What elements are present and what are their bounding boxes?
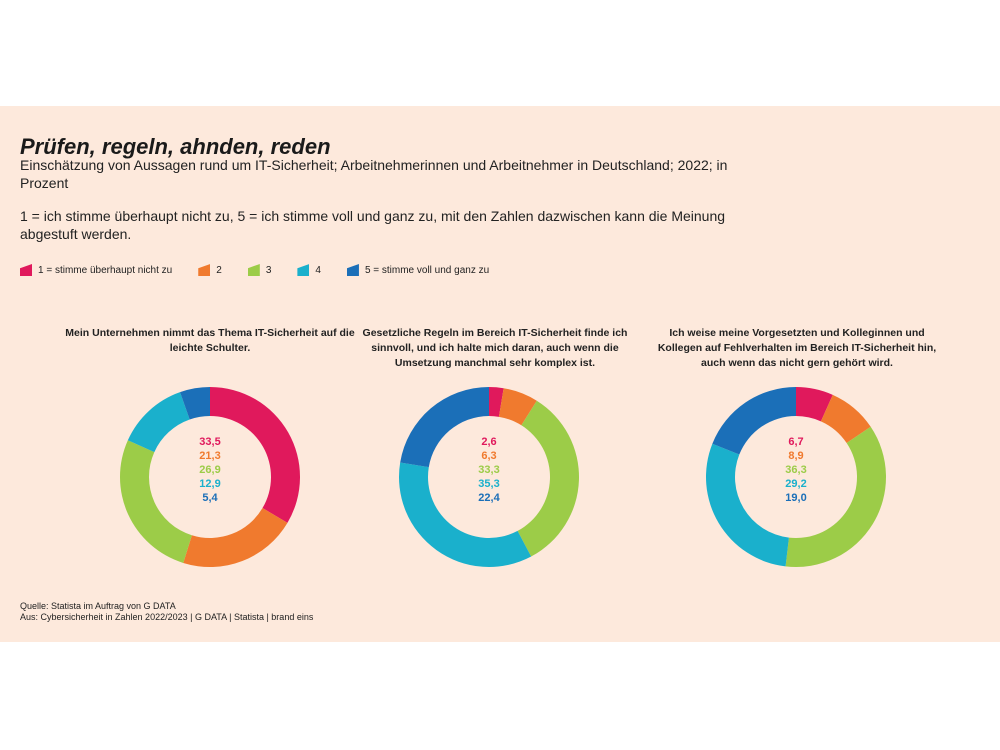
chart-3-value-1: 6,7: [788, 436, 804, 448]
donut-chart-1: [119, 387, 300, 567]
legend-label-3: 3: [265, 264, 272, 276]
chart-1-segment-4: [127, 392, 190, 453]
chart-1-value-4: 12,9: [199, 478, 221, 490]
chart-2-segment-3: [517, 400, 579, 557]
legend-label-5: 5 = stimme voll und ganz zu: [364, 264, 490, 276]
legend-item-4: 4: [297, 264, 321, 276]
chart-2-segment-4: [399, 462, 532, 567]
chart-3-value-2: 8,9: [788, 450, 804, 462]
chart-2-value-2: 6,3: [481, 450, 497, 462]
chart-2-value-4: 35,3: [478, 478, 500, 490]
chart-3-segment-4: [706, 443, 789, 567]
chart-2-segment-5: [400, 387, 489, 468]
chart-3-value-4: 29,2: [785, 478, 807, 490]
chart-1-segment-2: [183, 508, 288, 567]
chart-3-segment-3: [785, 426, 886, 567]
chart-2-value-5: 22,4: [478, 492, 500, 504]
chart-3-segment-2: [820, 394, 871, 443]
legend-item-5: 5 = stimme voll und ganz zu: [346, 264, 490, 276]
chart-2-value-3: 33,3: [478, 464, 500, 476]
legend-item-2: 2: [198, 264, 222, 276]
chart-1-segment-3: [119, 440, 192, 563]
legend-label-4: 4: [315, 264, 321, 276]
chart-3-values: 6,7 8,9 36,3 29,2 19,0: [736, 435, 856, 505]
chart-title: Prüfen, regeln, ahnden, reden: [20, 134, 331, 159]
chart-1-segment-1: [210, 387, 300, 523]
chart-3-value-5: 19,0: [785, 492, 807, 504]
chart-1-value-1: 33,5: [199, 436, 221, 448]
legend-item-3: 3: [247, 264, 272, 276]
chart-3-value-3: 36,3: [785, 464, 807, 476]
chart-2-values: 2,6 6,3 33,3 35,3 22,4: [429, 435, 549, 505]
chart-1-question-block: Mein Unternehmen nimmt das Thema IT-Sich…: [65, 326, 355, 374]
chart-3-segment-5: [712, 387, 796, 455]
chart-2-question: Gesetzliche Regeln im Bereich IT-Sicherh…: [362, 327, 628, 369]
chart-2-value-1: 2,6: [481, 436, 497, 448]
legend-swatch-1: [20, 264, 32, 276]
legend-swatch-3: [247, 264, 260, 276]
chart-1-value-2: 21,3: [199, 450, 221, 462]
legend-swatch-2: [198, 264, 211, 276]
chart-1-value-5: 5,4: [202, 492, 218, 504]
donut-chart-3: [706, 387, 886, 567]
legend-swatch-5: [346, 264, 359, 276]
scale-note: 1 = ich stimme überhaupt nicht zu, 5 = i…: [20, 208, 726, 242]
legend-item-1: 1 = stimme überhaupt nicht zu: [20, 264, 172, 276]
legend-label-2: 2: [216, 264, 222, 276]
chart-1-segment-5: [180, 387, 210, 420]
legend-swatch-4: [297, 264, 310, 276]
chart-2-segment-1: [489, 387, 504, 417]
chart-subtitle: Einschätzung von Aussagen rund um IT-Sic…: [20, 157, 728, 191]
legend: 1 = stimme überhaupt nicht zu 2 3 4 5 = …: [20, 262, 515, 278]
chart-3-question-block: Ich weise meine Vorgesetzten und Kollegi…: [652, 326, 942, 374]
legend-label-1: 1 = stimme überhaupt nicht zu: [38, 264, 173, 276]
chart-1-value-3: 26,9: [199, 464, 221, 476]
chart-3-segment-1: [796, 387, 833, 422]
chart-1-question: Mein Unternehmen nimmt das Thema IT-Sich…: [65, 327, 355, 354]
chart-3-question: Ich weise meine Vorgesetzten und Kollegi…: [657, 327, 937, 369]
source-line-2: Aus: Cybersicherheit in Zahlen 2022/2023…: [20, 612, 314, 622]
source-line-1: Quelle: Statista im Auftrag von G DATA: [20, 601, 176, 611]
donut-chart-2: [399, 387, 579, 567]
chart-2-segment-2: [498, 388, 537, 426]
chart-2-question-block: Gesetzliche Regeln im Bereich IT-Sicherh…: [350, 326, 640, 374]
source-note: Quelle: Statista im Auftrag von G DATA A…: [20, 601, 313, 623]
chart-1-values: 33,5 21,3 26,9 12,9 5,4: [150, 435, 270, 505]
